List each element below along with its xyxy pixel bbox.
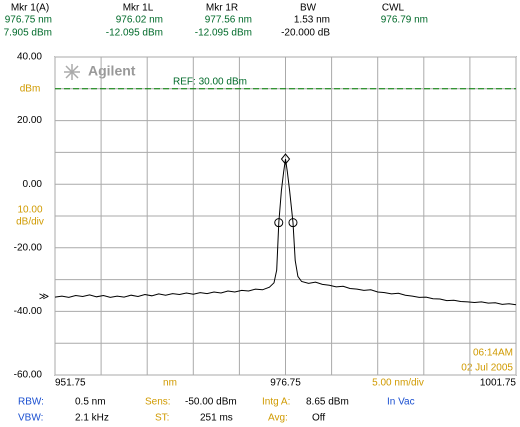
footer-text: RBW:: [18, 397, 44, 408]
y-tick-label: -40.00: [14, 306, 43, 317]
y-tick-label: 20.00: [17, 115, 42, 126]
footer-text: ST:: [155, 413, 169, 424]
marker-value: 976.02 nm: [116, 15, 163, 26]
marker-value: 976.79 nm: [381, 15, 428, 26]
y-scale: dB/div: [16, 217, 44, 228]
trace-indicator: ≫: [39, 292, 49, 303]
footer-text: VBW:: [18, 413, 43, 424]
y-scale: 10.00: [17, 205, 42, 216]
x-tick-label: 976.75: [270, 378, 301, 389]
x-unit: nm: [163, 378, 177, 389]
marker-value: -12.095 dBm: [106, 28, 163, 39]
footer-text: 8.65 dBm: [306, 397, 349, 408]
marker-value: 976.75 nm: [5, 15, 52, 26]
footer-text: 0.5 nm: [75, 397, 106, 408]
marker: [280, 153, 291, 165]
marker-value: -20.000 dB: [281, 28, 330, 39]
marker-value: 977.56 nm: [205, 15, 252, 26]
marker-label: BW: [300, 3, 317, 14]
footer-text: -50.00 dBm: [185, 397, 237, 408]
marker-value: 7.905 dBm: [4, 28, 52, 39]
footer-text: Intg A:: [262, 397, 290, 408]
marker-label: Mkr 1L: [123, 3, 154, 14]
x-scale: 5.00 nm/div: [372, 378, 424, 389]
ref-label: REF: 30.00 dBm: [173, 76, 247, 87]
marker-value: -12.095 dBm: [195, 28, 252, 39]
marker-label: Mkr 1(A): [11, 3, 49, 14]
x-tick-label: 1001.75: [480, 378, 517, 389]
logo-text: Agilent: [88, 63, 136, 79]
marker-label: CWL: [382, 3, 405, 14]
marker: [274, 218, 284, 228]
y-tick-label: 40.00: [17, 52, 42, 63]
marker-label: Mkr 1R: [206, 3, 238, 14]
x-tick-label: 951.75: [55, 378, 86, 389]
footer-text: Off: [312, 413, 325, 424]
footer-text: In Vac: [387, 397, 415, 408]
time: 06:14AM: [473, 348, 513, 359]
footer-text: Avg:: [268, 413, 288, 424]
marker: [288, 218, 298, 228]
y-unit: dBm: [20, 84, 41, 95]
y-tick-label: -20.00: [14, 242, 43, 253]
footer-text: Sens:: [145, 397, 171, 408]
footer-text: 251 ms: [200, 413, 233, 424]
trace: [54, 159, 517, 306]
date: 02 Jul 2005: [461, 363, 513, 374]
marker-value: 1.53 nm: [294, 15, 330, 26]
y-tick-label: 0.00: [23, 179, 43, 190]
y-tick-label: -60.00: [14, 370, 43, 381]
footer-text: 2.1 kHz: [75, 413, 109, 424]
logo: [64, 64, 80, 80]
